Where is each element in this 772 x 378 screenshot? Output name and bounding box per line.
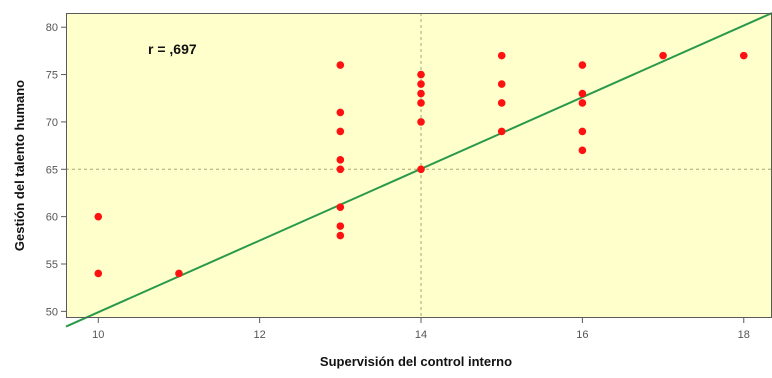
data-point bbox=[336, 61, 345, 69]
x-tick-label: 16 bbox=[576, 329, 588, 341]
data-point bbox=[497, 99, 506, 107]
x-axis-label: Supervisión del control interno bbox=[320, 354, 512, 369]
data-point bbox=[497, 80, 506, 88]
data-point bbox=[94, 269, 103, 278]
y-axis-label: Gestión del talento humano bbox=[12, 80, 27, 251]
data-point bbox=[578, 99, 587, 107]
data-point bbox=[336, 231, 345, 240]
data-point bbox=[659, 51, 667, 60]
data-point bbox=[417, 89, 425, 98]
data-point bbox=[336, 203, 345, 211]
data-point bbox=[336, 127, 345, 136]
data-points bbox=[94, 51, 748, 278]
data-point bbox=[336, 165, 345, 174]
data-point bbox=[175, 269, 183, 278]
y-tick-label: 65 bbox=[46, 164, 58, 176]
y-axis: 50 55 60 65 70 75 80 bbox=[46, 22, 66, 318]
y-tick-label: 60 bbox=[46, 212, 58, 224]
data-point bbox=[417, 165, 425, 174]
data-point bbox=[578, 61, 587, 69]
y-tick-label: 75 bbox=[46, 70, 58, 82]
data-point bbox=[417, 118, 425, 126]
plot-area bbox=[66, 13, 772, 318]
x-tick-label: 18 bbox=[738, 329, 750, 341]
data-point bbox=[336, 156, 345, 164]
y-tick-label: 80 bbox=[46, 22, 58, 34]
data-point bbox=[94, 212, 103, 221]
y-tick-label: 50 bbox=[46, 306, 58, 318]
x-axis: 10 12 14 16 18 bbox=[92, 318, 750, 341]
data-point bbox=[417, 70, 425, 79]
y-tick-label: 55 bbox=[46, 259, 58, 271]
data-point bbox=[336, 108, 345, 117]
data-point bbox=[578, 146, 587, 155]
x-tick-label: 14 bbox=[415, 329, 427, 341]
data-point bbox=[739, 51, 748, 60]
data-point bbox=[578, 89, 587, 98]
data-point bbox=[417, 80, 425, 88]
data-point bbox=[336, 222, 345, 230]
x-tick-label: 12 bbox=[254, 329, 266, 341]
x-tick-label: 10 bbox=[92, 329, 104, 341]
data-point bbox=[578, 127, 587, 136]
data-point bbox=[497, 127, 506, 136]
data-point bbox=[417, 99, 425, 107]
correlation-annotation: r = ,697 bbox=[148, 41, 197, 57]
y-tick-label: 70 bbox=[46, 117, 58, 129]
data-point bbox=[497, 51, 506, 60]
